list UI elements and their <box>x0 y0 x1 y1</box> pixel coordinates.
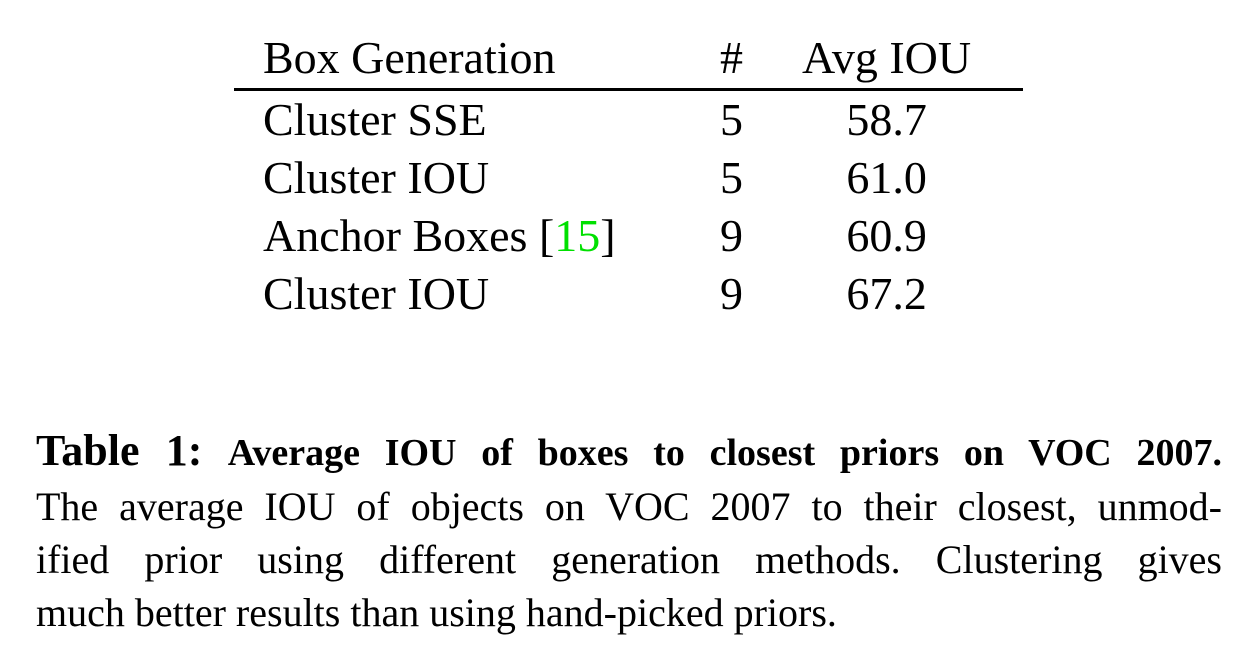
citation-close-bracket: ] <box>600 210 616 261</box>
cell-count: 9 <box>719 268 743 319</box>
caption-title: Average IOU of boxes to closest priors o… <box>227 432 1223 474</box>
caption-title-line: Table 1: Average IOU of boxes to closest… <box>36 424 1222 480</box>
avg-iou-table: Box Generation # Avg IOU Cluster SSE 5 5… <box>234 28 1023 323</box>
cell-count: 5 <box>719 94 743 145</box>
cell-method: Cluster IOU <box>263 268 490 319</box>
cell-method-text: Anchor Boxes <box>263 210 528 261</box>
header-box-generation: Box Generation <box>234 28 697 91</box>
header-count: # <box>696 28 767 91</box>
citation-open-bracket: [ <box>538 210 555 261</box>
cell-count: 5 <box>719 152 743 203</box>
caption-body-line-1: The average IOU of objects on VOC 2007 t… <box>36 484 1222 529</box>
cell-avg-iou: 61.0 <box>846 152 927 203</box>
cell-count: 9 <box>719 210 743 261</box>
cell-avg-iou: 60.9 <box>846 210 927 261</box>
caption-body-line-3: much better results than using hand-pick… <box>36 590 837 635</box>
table-caption: Table 1: Average IOU of boxes to closest… <box>36 424 1222 639</box>
cell-method: Cluster IOU <box>263 152 490 203</box>
citation-link[interactable]: 15 <box>554 210 601 261</box>
caption-body-line-2: ified prior using different generation m… <box>36 537 1222 582</box>
cell-method: Cluster SSE <box>263 94 487 145</box>
caption-label: Table 1: <box>36 426 203 475</box>
table-header-row: Box Generation # Avg IOU <box>234 28 1023 91</box>
table-row: Anchor Boxes [15] 9 60.9 <box>234 207 1023 265</box>
table-row: Cluster SSE 5 58.7 <box>234 90 1023 150</box>
results-table-container: Box Generation # Avg IOU Cluster SSE 5 5… <box>234 28 1023 323</box>
cell-avg-iou: 58.7 <box>846 94 927 145</box>
cell-avg-iou: 67.2 <box>846 268 927 319</box>
table-row: Cluster IOU 9 67.2 <box>234 265 1023 323</box>
header-avg-iou: Avg IOU <box>766 28 1023 91</box>
table-row: Cluster IOU 5 61.0 <box>234 149 1023 207</box>
cell-method: Anchor Boxes [15] <box>234 207 697 265</box>
